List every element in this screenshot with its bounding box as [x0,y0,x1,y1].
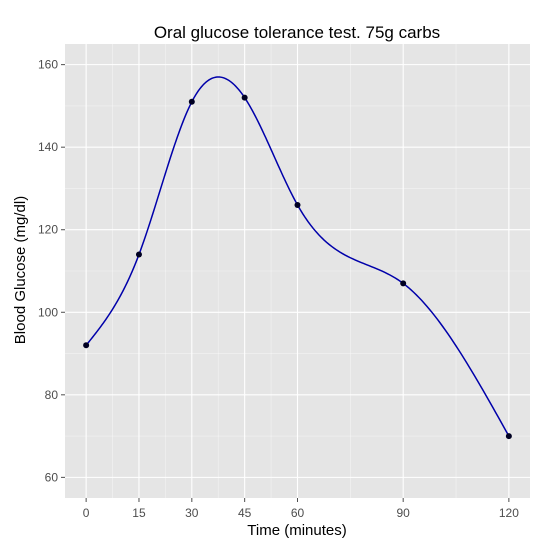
major-gridlines [65,44,530,498]
y-tick-label: 80 [45,388,59,402]
x-tick-label: 30 [185,506,199,520]
y-tick-label: 160 [38,58,58,72]
x-tick-label: 90 [397,506,411,520]
chart-title: Oral glucose tolerance test. 75g carbs [154,23,440,42]
data-point [135,251,142,258]
data-point [294,201,301,208]
x-tick-label: 60 [291,506,305,520]
x-tick-label: 45 [238,506,252,520]
x-tick-label: 120 [499,506,519,520]
y-axis-title: Blood Glucose (mg/dl) [12,196,29,344]
x-tick-label: 15 [132,506,146,520]
x-axis-title: Time (minutes) [247,522,346,539]
data-points [83,94,512,440]
y-axis-ticks: 60 80 100 120 140 160 [38,58,65,484]
data-point [505,433,512,440]
y-tick-label: 140 [38,140,58,154]
x-axis-ticks: 0 15 30 45 60 90 120 [83,498,519,520]
data-point [188,98,195,105]
y-tick-label: 60 [45,470,59,484]
data-point [400,280,407,287]
data-point [241,94,248,101]
y-tick-label: 100 [38,305,58,319]
data-point [83,342,90,349]
x-tick-label: 0 [83,506,90,520]
y-tick-label: 120 [38,223,58,237]
